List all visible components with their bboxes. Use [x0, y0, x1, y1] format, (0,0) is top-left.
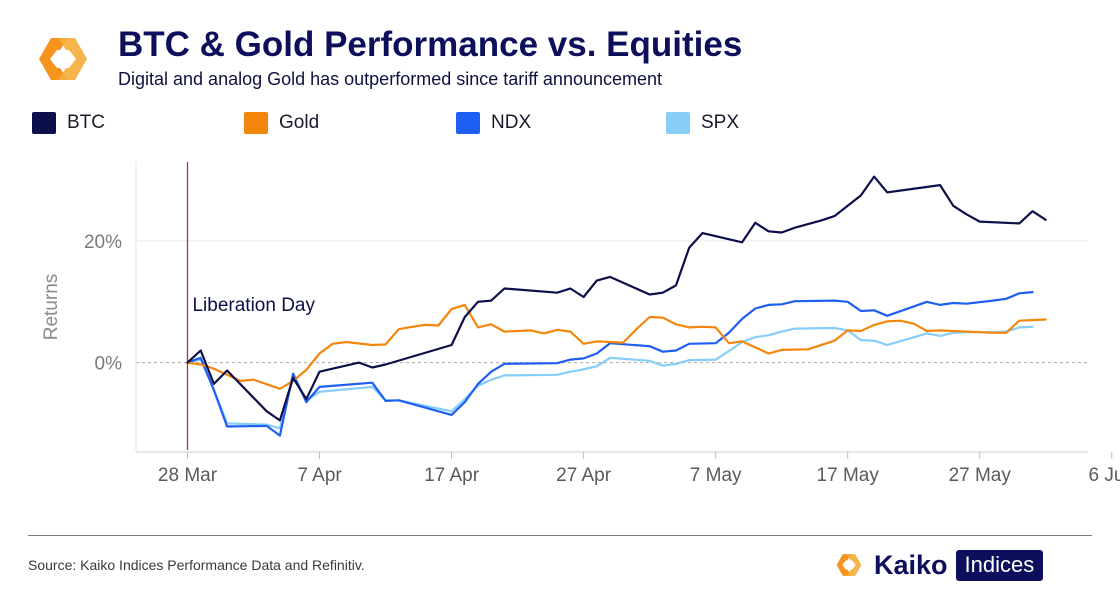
series-line-spx — [186, 325, 1034, 430]
legend-label-spx: SPX — [701, 112, 740, 133]
series-line-ndx — [186, 291, 1034, 437]
page-subtitle: Digital and analog Gold has outperformed… — [118, 69, 663, 89]
brand-badge: Indices — [955, 549, 1044, 581]
legend-label-ndx: NDX — [491, 112, 532, 133]
x-tick-label: 17 May — [817, 465, 880, 486]
legend-label-gold: Gold — [279, 112, 320, 133]
y-axis-title: Returns — [41, 274, 62, 341]
y-tick-label: 0% — [95, 354, 123, 375]
footer-divider — [28, 535, 1092, 536]
x-tick-label: 27 Apr — [556, 465, 612, 486]
legend-swatch-spx — [666, 112, 690, 134]
line-chart: 28 Mar 7 Apr 17 Apr 27 Apr 7 May 17 May 27 May… — [41, 162, 1120, 486]
legend-swatch-ndx — [456, 112, 480, 134]
x-tick-label: 7 Apr — [297, 465, 342, 486]
x-tick-label: 7 May — [690, 465, 742, 486]
legend-item-spx[interactable]: SPX — [666, 108, 739, 138]
x-tick-label: 27 May — [949, 465, 1012, 486]
source-note: Source: Kaiko Indices Performance Data a… — [28, 557, 365, 573]
x-tick-label: 28 Mar — [158, 465, 218, 486]
y-tick-label: 20% — [84, 232, 122, 253]
liberation-day-label: Liberation Day — [192, 295, 315, 316]
series-line-btc — [186, 175, 1047, 422]
page-title: BTC & Gold Performance vs. Equities — [118, 25, 743, 64]
legend-item-ndx[interactable]: NDX — [456, 108, 531, 138]
legend-label-btc: BTC — [67, 112, 105, 133]
x-tick-label: 6 Jun — [1089, 465, 1120, 486]
legend-item-btc[interactable]: BTC — [32, 108, 105, 138]
legend-swatch-gold — [244, 112, 268, 134]
brand-logo-icon — [836, 554, 862, 576]
x-tick-label: 17 Apr — [424, 465, 480, 486]
chart-legend: BTC Gold NDX SPX — [0, 108, 1120, 138]
kaiko-logo — [39, 38, 87, 80]
legend-item-gold[interactable]: Gold — [244, 108, 319, 138]
series-line-gold — [186, 303, 1047, 390]
logo-shape-right — [58, 38, 87, 80]
logo-shape-left — [39, 38, 68, 80]
brand-lockup: Kaiko Indices — [832, 547, 1044, 583]
legend-swatch-btc — [32, 112, 56, 134]
brand-name: Kaiko — [874, 549, 948, 580]
